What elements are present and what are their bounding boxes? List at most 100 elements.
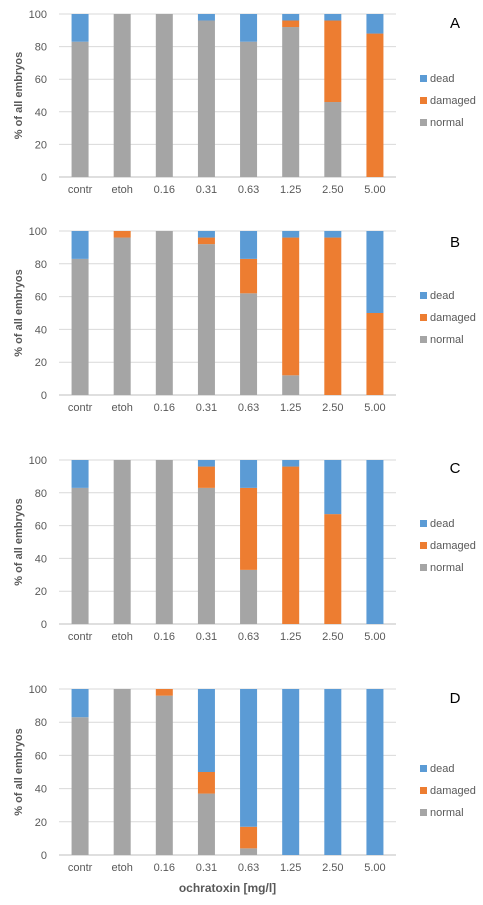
y-tick-label: 100 — [29, 684, 47, 696]
bar-segment-damaged — [282, 237, 300, 376]
x-tick-label: 5.00 — [364, 402, 385, 414]
x-tick-label: contr — [68, 402, 93, 414]
bar-segment-normal — [71, 41, 89, 178]
y-tick-label: 80 — [35, 717, 47, 729]
bar-segment-dead — [366, 14, 384, 34]
x-tick-label: 0.63 — [238, 184, 259, 196]
bar-segment-dead — [366, 231, 384, 313]
panel-label: D — [450, 690, 461, 707]
y-tick-label: 60 — [35, 292, 47, 304]
bar-segment-dead — [282, 231, 300, 238]
bar-segment-damaged — [113, 231, 131, 238]
x-tick-label: 5.00 — [364, 631, 385, 643]
y-tick-label: 100 — [29, 226, 47, 238]
bar-segment-damaged — [155, 689, 173, 696]
x-tick-label: etoh — [111, 184, 132, 196]
bar-segment-normal — [197, 244, 215, 395]
bar-segment-damaged — [324, 514, 342, 624]
bar-segment-normal — [324, 102, 342, 177]
y-axis-label: % of all embryos — [13, 498, 25, 585]
bar-segment-damaged — [324, 20, 342, 103]
y-tick-label: 0 — [41, 850, 47, 862]
y-tick-label: 40 — [35, 553, 47, 565]
x-tick-label: 5.00 — [364, 862, 385, 874]
x-tick-label: 2.50 — [322, 184, 343, 196]
panel-label: B — [450, 234, 460, 251]
y-tick-label: 20 — [35, 586, 47, 598]
legend-swatch-dead — [420, 520, 427, 527]
bar-segment-damaged — [240, 258, 258, 294]
y-tick-label: 0 — [41, 390, 47, 402]
x-tick-label: 0.16 — [154, 402, 175, 414]
chart-panel-a: 0 20 40 60 80 100 % of all embryos contr etoh 0.1… — [13, 9, 476, 196]
bar-segment-normal — [155, 231, 173, 395]
legend-swatch-damaged — [420, 97, 427, 104]
bar-segment-normal — [113, 237, 131, 395]
bar-segment-dead — [240, 689, 258, 827]
bar-segment-normal — [240, 848, 258, 855]
bar-segment-dead — [197, 689, 215, 772]
x-tick-label: 0.31 — [196, 184, 217, 196]
bar-segment-normal — [71, 487, 89, 624]
legend-swatch-damaged — [420, 314, 427, 321]
bar-segment-normal — [240, 41, 258, 178]
x-tick-label: 1.25 — [280, 862, 301, 874]
legend-swatch-normal — [420, 119, 427, 126]
x-tick-label: 0.16 — [154, 862, 175, 874]
legend-label-dead: dead — [430, 763, 454, 775]
bar-segment-normal — [113, 14, 131, 177]
bar-segment-damaged — [240, 487, 258, 570]
y-tick-label: 60 — [35, 750, 47, 762]
y-tick-label: 80 — [35, 259, 47, 271]
y-axis-label: % of all embryos — [13, 269, 25, 356]
legend-label-normal: normal — [430, 807, 464, 819]
legend-swatch-dead — [420, 292, 427, 299]
legend-label-normal: normal — [430, 562, 464, 574]
y-tick-label: 20 — [35, 357, 47, 369]
bar-segment-dead — [282, 460, 300, 467]
legend-label-damaged: damaged — [430, 95, 476, 107]
bar-segment-dead — [197, 231, 215, 238]
x-tick-label: 1.25 — [280, 402, 301, 414]
x-axis-label: ochratoxin [mg/l] — [179, 881, 276, 895]
y-axis-label: % of all embryos — [13, 52, 25, 139]
bar-segment-normal — [155, 14, 173, 177]
x-tick-label: 0.31 — [196, 631, 217, 643]
x-tick-label: 1.25 — [280, 631, 301, 643]
x-tick-label: etoh — [111, 631, 132, 643]
x-tick-label: 0.31 — [196, 862, 217, 874]
bar-segment-dead — [240, 14, 258, 42]
x-tick-label: etoh — [111, 402, 132, 414]
bar-segment-dead — [71, 460, 89, 488]
bar-segment-dead — [366, 689, 384, 855]
x-tick-label: 0.16 — [154, 631, 175, 643]
bar-segment-normal — [240, 293, 258, 395]
y-tick-label: 80 — [35, 488, 47, 500]
bar-segment-dead — [366, 460, 384, 624]
bar-segment-normal — [282, 27, 300, 178]
bar-segment-dead — [282, 14, 300, 21]
legend-label-dead: dead — [430, 73, 454, 85]
bar-segment-damaged — [240, 826, 258, 849]
x-tick-label: 0.63 — [238, 862, 259, 874]
bar-segment-damaged — [197, 237, 215, 245]
legend-label-dead: dead — [430, 290, 454, 302]
y-tick-label: 80 — [35, 42, 47, 54]
panel-label: A — [450, 15, 460, 32]
bar-segment-damaged — [366, 33, 384, 178]
legend-label-dead: dead — [430, 518, 454, 530]
y-tick-label: 100 — [29, 9, 47, 21]
x-tick-label: contr — [68, 184, 93, 196]
chart-panel-c: 0 20 40 60 80 100 % of all embryos contr etoh 0.1… — [13, 455, 476, 643]
bar-segment-dead — [240, 231, 258, 259]
bar-segment-damaged — [197, 772, 215, 794]
bar-segment-dead — [197, 460, 215, 467]
x-tick-label: etoh — [111, 862, 132, 874]
y-tick-label: 100 — [29, 455, 47, 467]
legend-swatch-damaged — [420, 787, 427, 794]
x-tick-label: 2.50 — [322, 862, 343, 874]
bar-segment-damaged — [197, 466, 215, 488]
panel-label: C — [450, 460, 461, 477]
y-tick-label: 40 — [35, 107, 47, 119]
